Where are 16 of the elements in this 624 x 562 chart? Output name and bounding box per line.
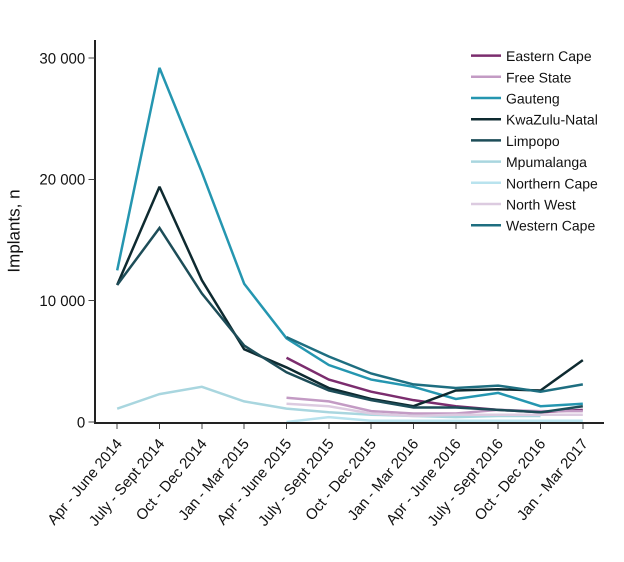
line-series <box>285 402 584 418</box>
legend-label: Western Cape <box>506 218 596 234</box>
line-series <box>285 336 584 393</box>
legend-label: Limpopo <box>506 132 560 149</box>
legend-label: Eastern Cape <box>506 48 592 64</box>
y-tick-label: 30 000 <box>39 50 86 68</box>
legend-label: KwaZulu-Natal <box>506 112 598 128</box>
y-axis-title: Implants, n <box>4 189 24 273</box>
y-tick-label: 20 000 <box>39 172 86 189</box>
y-tick-label: 10 000 <box>39 292 86 310</box>
legend-label: Gauteng <box>506 90 560 106</box>
legend-label: North West <box>506 196 576 212</box>
y-tick-label: 0 <box>76 414 86 432</box>
legend-label: Mpumalanga <box>506 154 588 170</box>
legend-label: Free State <box>506 69 572 86</box>
legend-label: Northern Cape <box>506 175 598 192</box>
